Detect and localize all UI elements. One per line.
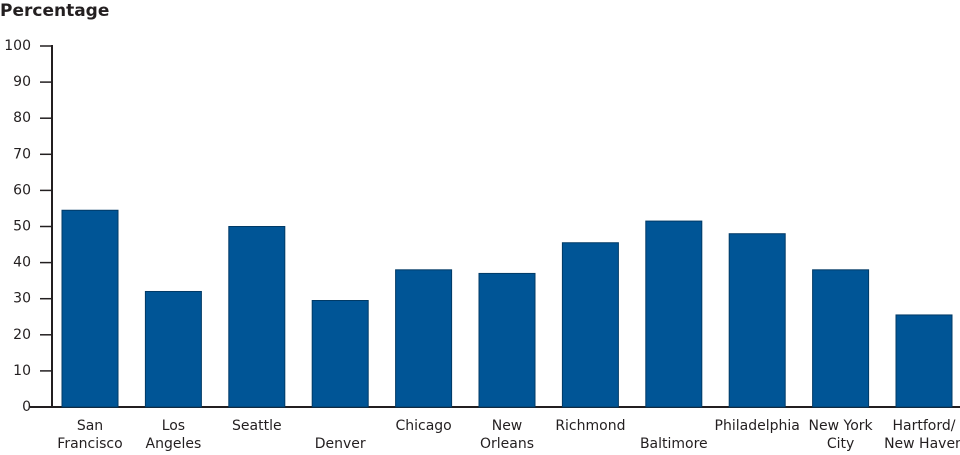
chart-title: Percentage	[0, 1, 109, 21]
x-tick-label: Richmond	[555, 418, 625, 434]
bar	[728, 233, 786, 408]
y-tick-label: 50	[13, 219, 31, 235]
x-tick-label: New York	[809, 418, 874, 434]
x-tick-label: New	[492, 418, 523, 434]
bar	[561, 242, 619, 408]
bar	[61, 209, 119, 408]
bar	[311, 300, 369, 408]
x-tick-label: Francisco	[57, 436, 122, 452]
bar	[395, 269, 453, 408]
bar	[478, 272, 536, 408]
x-tick-label: Seattle	[232, 418, 282, 434]
y-tick-label: 40	[13, 255, 31, 271]
x-tick-label: Baltimore	[640, 436, 708, 452]
bar	[812, 269, 870, 408]
y-tick-label: 30	[13, 291, 31, 307]
y-tick-label: 20	[13, 327, 31, 343]
bar	[895, 314, 953, 408]
x-tick-label: San	[77, 418, 103, 434]
bar	[228, 226, 286, 408]
x-tick-label: Los	[162, 418, 185, 434]
x-tick-label: Angeles	[146, 436, 202, 452]
x-tick-label: Chicago	[395, 418, 451, 434]
y-tick-label: 70	[13, 146, 31, 162]
x-tick-label: Denver	[315, 436, 366, 452]
bar	[144, 290, 202, 408]
y-tick-label: 10	[13, 363, 31, 379]
y-tick-label: 100	[4, 38, 31, 54]
bar	[645, 220, 703, 408]
x-tick-label: Hartford/	[893, 418, 956, 434]
x-tick-label: City	[827, 436, 854, 452]
x-tick-label: New Haven	[884, 436, 960, 452]
x-tick-label: Philadelphia	[715, 418, 800, 434]
y-tick-label: 0	[22, 399, 31, 415]
y-tick-label: 60	[13, 182, 31, 198]
y-tick-label: 80	[13, 110, 31, 126]
y-tick-label: 90	[13, 74, 31, 90]
x-tick-label: Orleans	[480, 436, 534, 452]
